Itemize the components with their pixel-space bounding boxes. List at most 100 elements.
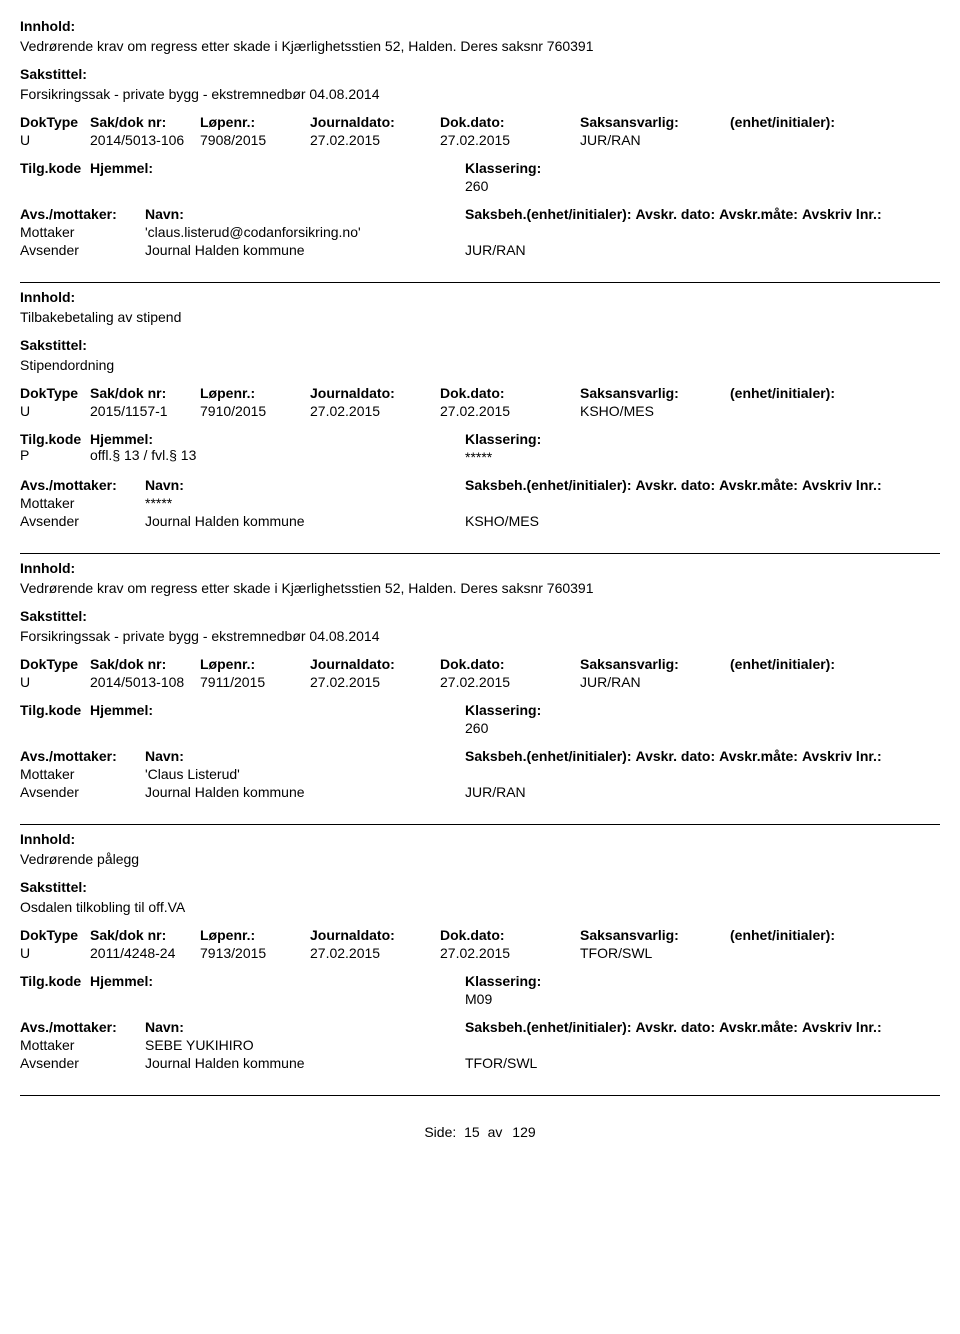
dokdato-header: Dok.dato: — [440, 927, 580, 943]
party-role: Avsender — [20, 242, 145, 258]
tilgkode-label: Tilg.kode — [20, 431, 90, 447]
avskrivlnr-label: Avskriv lnr.: — [802, 477, 882, 493]
navn-label: Navn: — [145, 206, 465, 222]
sakstittel-label: Sakstittel: — [20, 337, 940, 353]
saksbeh-header-group: Saksbeh.(enhet/initialer):Avskr. dato:Av… — [465, 206, 940, 222]
tilg-klass-row: Tilg.kodeHjemmel:Klassering:260 — [20, 160, 940, 194]
avskrdato-label: Avskr. dato: — [635, 1019, 715, 1035]
saksbeh-label: Saksbeh.(enhet/initialer): — [465, 1019, 631, 1035]
lopenr-value: 7908/2015 — [200, 132, 310, 148]
tilg-klass-row: Tilg.kodeHjemmel:Klassering:260 — [20, 702, 940, 736]
hjemmel-label: Hjemmel: — [90, 973, 465, 989]
tilgkode-label: Tilg.kode — [20, 973, 90, 989]
sakstittel-text: Forsikringssak - private bygg - ekstremn… — [20, 86, 940, 102]
sakstittel-text: Stipendordning — [20, 357, 940, 373]
footer-side-label: Side: — [424, 1124, 456, 1140]
hjemmel-label: Hjemmel: — [90, 702, 465, 718]
avsmottaker-label: Avs./mottaker: — [20, 748, 145, 764]
party-row: MottakerSEBE YUKIHIRO — [20, 1037, 940, 1053]
party-name: Journal Halden kommune — [145, 242, 465, 258]
field-header-row: DokTypeSak/dok nr:Løpenr.:Journaldato:Do… — [20, 114, 940, 130]
navn-label: Navn: — [145, 1019, 465, 1035]
footer-total: 129 — [512, 1124, 535, 1140]
journaldato-value: 27.02.2015 — [310, 674, 440, 690]
party-row: Mottaker'claus.listerud@codanforsikring.… — [20, 224, 940, 240]
party-name: SEBE YUKIHIRO — [145, 1037, 465, 1053]
klassering-value: 260 — [465, 178, 940, 194]
avskrdato-label: Avskr. dato: — [635, 748, 715, 764]
klassering-label: Klassering: — [465, 431, 940, 447]
innhold-label: Innhold: — [20, 560, 940, 576]
enhet-value — [730, 403, 940, 419]
sakdok-header: Sak/dok nr: — [90, 656, 200, 672]
party-saksbeh — [465, 766, 940, 782]
party-role: Avsender — [20, 513, 145, 529]
party-row: AvsenderJournal Halden kommuneJUR/RAN — [20, 242, 940, 258]
avskrivlnr-label: Avskriv lnr.: — [802, 206, 882, 222]
klassering-value: 260 — [465, 720, 940, 736]
saksansvarlig-header: Saksansvarlig: — [580, 927, 730, 943]
lopenr-header: Løpenr.: — [200, 114, 310, 130]
party-saksbeh: JUR/RAN — [465, 784, 940, 800]
journal-record: Innhold: Vedrørende krav om regress etter… — [20, 12, 940, 283]
saksbeh-label: Saksbeh.(enhet/initialer): — [465, 748, 631, 764]
dokdato-value: 27.02.2015 — [440, 674, 580, 690]
doktype-header: DokType — [20, 385, 90, 401]
party-name: Journal Halden kommune — [145, 513, 465, 529]
avs-mottaker-header: Avs./mottaker:Navn:Saksbeh.(enhet/initia… — [20, 477, 940, 493]
dokdato-value: 27.02.2015 — [440, 403, 580, 419]
doktype-header: DokType — [20, 656, 90, 672]
klassering-label: Klassering: — [465, 702, 940, 718]
avsmottaker-label: Avs./mottaker: — [20, 206, 145, 222]
field-value-row: U2014/5013-1087911/201527.02.201527.02.2… — [20, 674, 940, 690]
journaldato-header: Journaldato: — [310, 656, 440, 672]
tilg-klass-row: Tilg.kodeHjemmel:Klassering:M09 — [20, 973, 940, 1007]
sakstittel-text: Forsikringssak - private bygg - ekstremn… — [20, 628, 940, 644]
party-role: Mottaker — [20, 224, 145, 240]
klassering-value: ***** — [465, 449, 940, 465]
party-saksbeh — [465, 1037, 940, 1053]
party-name: ***** — [145, 495, 465, 511]
innhold-text: Vedrørende pålegg — [20, 851, 940, 867]
footer-av: av — [488, 1124, 503, 1140]
avs-mottaker-header: Avs./mottaker:Navn:Saksbeh.(enhet/initia… — [20, 1019, 940, 1035]
sakdok-value: 2014/5013-108 — [90, 674, 200, 690]
party-saksbeh: TFOR/SWL — [465, 1055, 940, 1071]
sakstittel-label: Sakstittel: — [20, 879, 940, 895]
party-saksbeh: KSHO/MES — [465, 513, 940, 529]
tilgkode-label: Tilg.kode — [20, 160, 90, 176]
dokdato-header: Dok.dato: — [440, 656, 580, 672]
innhold-label: Innhold: — [20, 18, 940, 34]
party-row: AvsenderJournal Halden kommuneJUR/RAN — [20, 784, 940, 800]
party-name: 'claus.listerud@codanforsikring.no' — [145, 224, 465, 240]
avsmottaker-label: Avs./mottaker: — [20, 477, 145, 493]
saksbeh-header-group: Saksbeh.(enhet/initialer):Avskr. dato:Av… — [465, 748, 940, 764]
field-header-row: DokTypeSak/dok nr:Løpenr.:Journaldato:Do… — [20, 385, 940, 401]
saksbeh-header-group: Saksbeh.(enhet/initialer):Avskr. dato:Av… — [465, 1019, 940, 1035]
tilg-klass-row: Tilg.kodePHjemmel:offl.§ 13 / fvl.§ 13Kl… — [20, 431, 940, 465]
lopenr-value: 7910/2015 — [200, 403, 310, 419]
party-row: AvsenderJournal Halden kommuneTFOR/SWL — [20, 1055, 940, 1071]
innhold-text: Vedrørende krav om regress etter skade i… — [20, 38, 940, 54]
saksbeh-label: Saksbeh.(enhet/initialer): — [465, 206, 631, 222]
field-header-row: DokTypeSak/dok nr:Løpenr.:Journaldato:Do… — [20, 656, 940, 672]
footer-page: 15 — [464, 1124, 480, 1140]
party-row: Mottaker***** — [20, 495, 940, 511]
party-saksbeh: JUR/RAN — [465, 242, 940, 258]
avs-mottaker-header: Avs./mottaker:Navn:Saksbeh.(enhet/initia… — [20, 206, 940, 222]
sakstittel-text: Osdalen tilkobling til off.VA — [20, 899, 940, 915]
journaldato-value: 27.02.2015 — [310, 945, 440, 961]
journaldato-value: 27.02.2015 — [310, 403, 440, 419]
innhold-text: Vedrørende krav om regress etter skade i… — [20, 580, 940, 596]
avskrdato-label: Avskr. dato: — [635, 477, 715, 493]
saksansvarlig-header: Saksansvarlig: — [580, 656, 730, 672]
sakstittel-label: Sakstittel: — [20, 608, 940, 624]
enhet-header: (enhet/initialer): — [730, 927, 940, 943]
sakdok-value: 2015/1157-1 — [90, 403, 200, 419]
lopenr-value: 7911/2015 — [200, 674, 310, 690]
sakdok-value: 2011/4248-24 — [90, 945, 200, 961]
innhold-text: Tilbakebetaling av stipend — [20, 309, 940, 325]
doktype-value: U — [20, 403, 90, 419]
klassering-value: M09 — [465, 991, 940, 1007]
avskrmate-label: Avskr.måte: — [719, 1019, 798, 1035]
